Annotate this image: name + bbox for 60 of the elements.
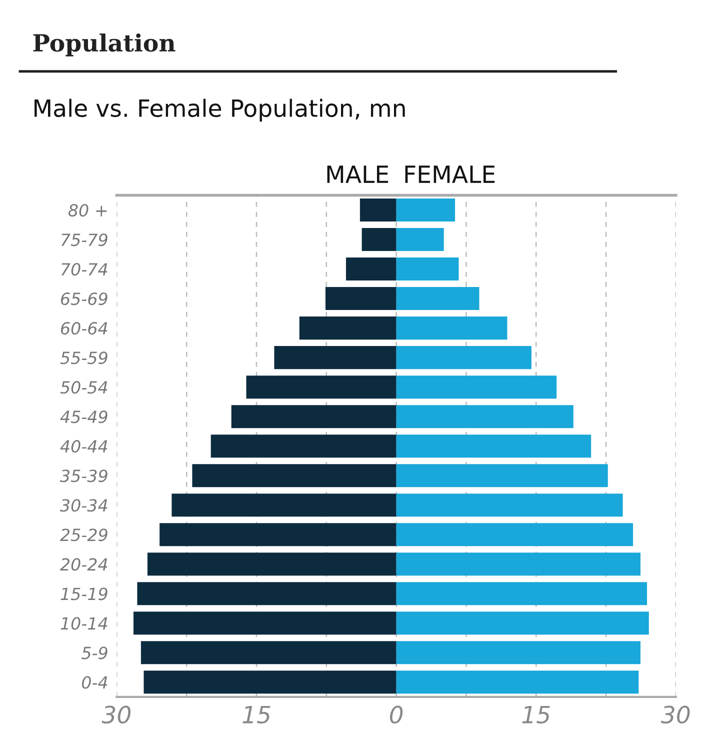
y-tick-label: 80 + xyxy=(68,204,107,217)
bar xyxy=(362,228,396,252)
series-label: FEMALE xyxy=(405,166,495,183)
y-tick-label: 15-19 xyxy=(60,588,108,600)
bar xyxy=(396,198,456,222)
bar xyxy=(144,670,396,694)
bar xyxy=(299,316,396,340)
y-tick-label: 60-64 xyxy=(60,322,108,335)
chart-title: Population xyxy=(33,33,176,56)
y-tick-label: 10-14 xyxy=(60,617,108,630)
bar xyxy=(396,641,640,664)
x-tick-label: 15 xyxy=(242,706,270,724)
y-tick-label: 5-9 xyxy=(81,646,108,660)
bar xyxy=(396,376,557,399)
bar xyxy=(396,523,634,546)
x-tick-label: 30 xyxy=(102,706,131,724)
bar xyxy=(160,523,396,546)
series-label: MALE xyxy=(327,166,388,183)
y-tick-label: 55-59 xyxy=(60,352,108,364)
bar xyxy=(325,287,396,310)
y-tick-label: 75-79 xyxy=(61,233,108,246)
bar xyxy=(396,582,648,606)
bar xyxy=(396,612,649,635)
bar xyxy=(396,258,459,281)
bar xyxy=(210,434,396,458)
bar xyxy=(360,198,396,222)
y-tick-label: 70-74 xyxy=(61,262,108,276)
y-tick-label: 45-49 xyxy=(60,410,108,424)
chart-subtitle: Male vs. Female Population, mn xyxy=(34,98,405,122)
bar xyxy=(137,582,396,606)
y-tick-label: 50-54 xyxy=(60,381,108,394)
y-tick-label: 25-29 xyxy=(60,528,108,542)
y-tick-label: 65-69 xyxy=(60,292,108,306)
x-tick-label: 30 xyxy=(660,706,690,724)
bar xyxy=(192,464,396,488)
y-tick-label: 35-39 xyxy=(60,470,108,482)
bar xyxy=(396,405,574,428)
bar xyxy=(231,405,396,428)
bar xyxy=(246,376,396,399)
bar xyxy=(396,434,592,458)
bar xyxy=(396,494,623,517)
bar xyxy=(147,552,396,576)
y-tick-label: 20-24 xyxy=(60,558,108,571)
y-tick-label: 30-34 xyxy=(60,499,108,512)
bar xyxy=(346,258,396,281)
bar xyxy=(396,287,480,310)
y-tick-label: 0-4 xyxy=(82,676,108,689)
y-tick-label: 40-44 xyxy=(60,440,108,453)
bar xyxy=(396,464,608,488)
bar xyxy=(396,316,508,340)
bar xyxy=(396,552,640,576)
x-tick-label: 15 xyxy=(522,706,550,724)
x-tick-label: 0 xyxy=(390,706,403,724)
bar xyxy=(133,612,396,635)
bar xyxy=(172,494,396,517)
bar xyxy=(396,346,532,370)
bar xyxy=(140,641,396,664)
bar xyxy=(396,670,639,694)
bar xyxy=(274,346,396,370)
bar xyxy=(396,228,444,252)
